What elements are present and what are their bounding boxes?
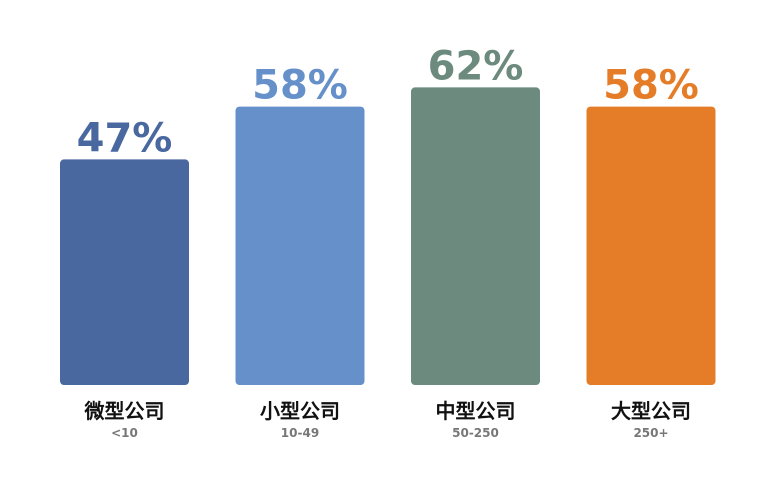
value-label: 62% xyxy=(428,43,524,89)
bar xyxy=(586,106,716,385)
category-range: 10-49 xyxy=(281,426,319,440)
value-label: 47% xyxy=(77,115,173,161)
category-range: <10 xyxy=(111,426,138,440)
bar xyxy=(235,106,365,385)
category-label: 大型公司 xyxy=(611,399,691,423)
category-range: 50-250 xyxy=(452,426,499,440)
bar xyxy=(411,87,540,386)
category-label: 小型公司 xyxy=(260,399,340,423)
value-label: 58% xyxy=(252,63,348,109)
value-label: 58% xyxy=(603,63,699,109)
bar xyxy=(60,159,189,385)
category-label: 中型公司 xyxy=(436,399,516,423)
category-label: 微型公司 xyxy=(84,399,165,423)
category-range: 250+ xyxy=(633,426,668,440)
